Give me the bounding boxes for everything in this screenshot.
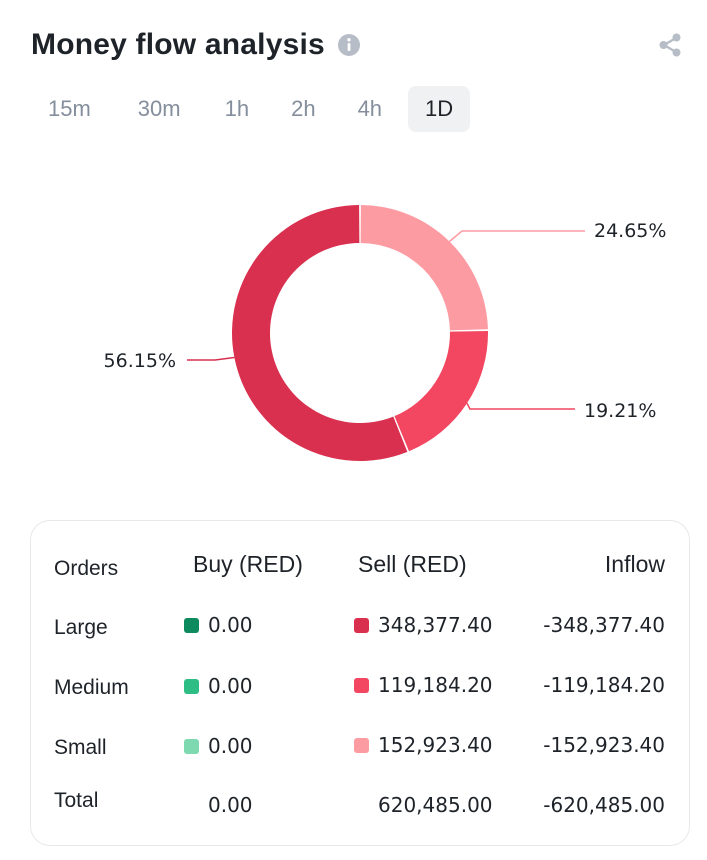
header-sell: Sell (RED) [358,551,467,577]
info-icon[interactable] [337,33,361,57]
medium-buy-swatch [184,679,199,694]
buy-value-medium: 0.00 [184,674,253,698]
large-buy-swatch [184,618,199,633]
header-inflow: Inflow [604,551,665,577]
buy-value-small-text: 0.00 [208,734,253,758]
buy-value-medium-text: 0.00 [208,674,253,698]
row-label-large: Large [54,616,108,639]
donut-slice-1[interactable] [394,331,489,452]
row-label-total: Total [54,789,99,812]
sell-value-medium-text: 119,184.20 [378,673,493,697]
tab-1d[interactable]: 1D [408,86,471,132]
leader-line-2 [187,356,235,361]
large-sell-swatch [354,618,369,633]
buy-value-large-text: 0.00 [208,613,253,637]
row-label-small: Small [54,736,107,759]
buy-value-large: 0.00 [184,613,253,637]
sell-value-total: 620,485.00 [378,793,493,817]
panel-header: Money flow analysis [31,22,361,68]
small-sell-swatch [354,738,369,753]
sell-value-large: 348,377.40 [354,613,493,637]
money-flow-donut-chart: 24.65% 19.21% 56.15% [104,205,666,461]
leader-line-1 [466,402,575,410]
sell-value-small-text: 152,923.40 [378,733,493,757]
sell-value-small: 152,923.40 [354,733,493,757]
header-buy: Buy (RED) [193,551,303,577]
inflow-value-large: -348,377.40 [543,613,665,637]
timeframe-tabs: 15m 30m 1h 2h 4h 1D [32,86,471,132]
tab-4h[interactable]: 4h [357,96,383,121]
buy-value-small: 0.00 [184,734,253,758]
donut-slice-2[interactable] [232,205,408,461]
inflow-value-medium: -119,184.20 [543,673,665,697]
buy-value-total: 0.00 [208,793,253,817]
medium-sell-swatch [354,678,369,693]
small-buy-swatch [184,739,199,754]
header-orders: Orders [54,557,119,580]
inflow-value-total: -620,485.00 [543,793,665,817]
tab-1h[interactable]: 1h [224,96,250,121]
sell-value-medium: 119,184.20 [354,673,493,697]
tab-30m[interactable]: 30m [137,96,181,121]
tab-15m[interactable]: 15m [48,96,91,121]
share-icon[interactable] [657,32,683,58]
inflow-value-small: -152,923.40 [543,733,665,757]
donut-slice-0[interactable] [360,205,488,331]
orders-table: Orders Buy (RED) Sell (RED) Inflow Large… [30,520,690,846]
tab-2h[interactable]: 2h [291,96,316,121]
leader-line-0 [449,230,585,243]
panel-title: Money flow analysis [31,28,325,61]
row-label-medium: Medium [54,676,129,699]
slice-label-1: 19.21% [584,400,656,422]
slice-label-2: 56.15% [104,350,176,372]
sell-value-large-text: 348,377.40 [378,613,493,637]
slice-label-0: 24.65% [594,220,666,242]
